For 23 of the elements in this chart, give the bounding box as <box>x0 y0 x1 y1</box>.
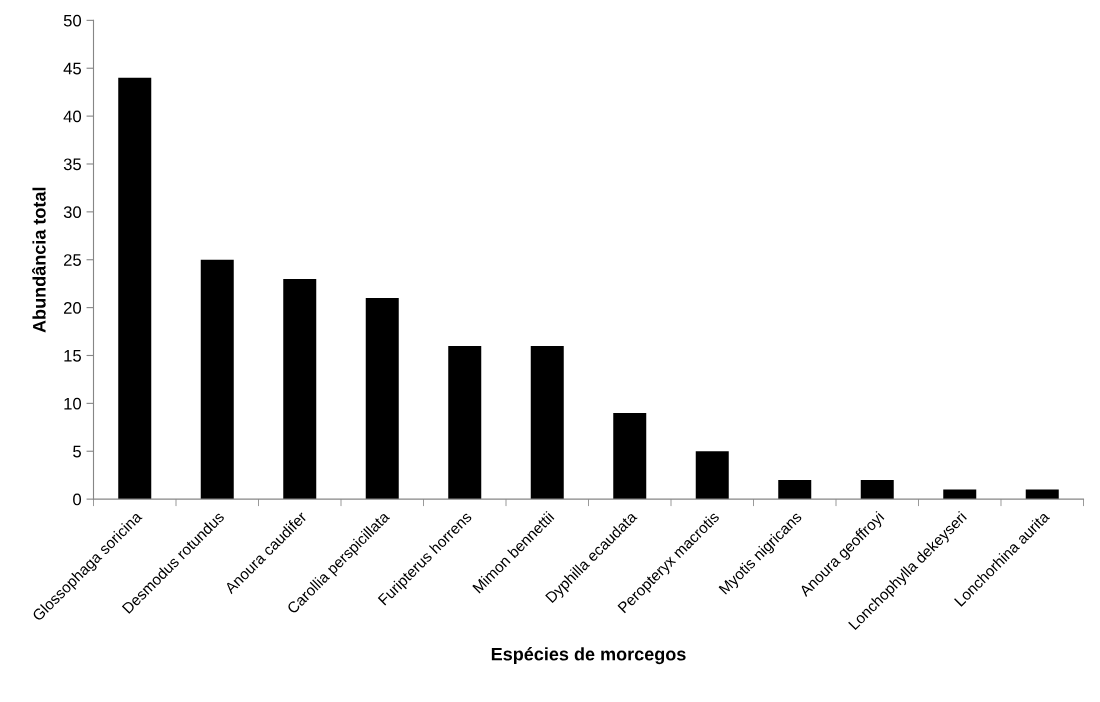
x-axis-title: Espécies de morcegos <box>491 647 686 665</box>
bar <box>778 479 812 500</box>
y-tick-label: 40 <box>63 110 82 123</box>
y-tick-label: 35 <box>63 158 81 171</box>
y-tick-label: 20 <box>64 302 82 314</box>
bar <box>365 298 399 500</box>
bar <box>695 451 729 500</box>
y-axis-title: Abundância total <box>32 187 46 333</box>
bar <box>118 77 152 500</box>
bar <box>860 479 894 500</box>
bar <box>448 345 482 500</box>
y-tick-label: 30 <box>63 206 82 219</box>
y-tick-label: 45 <box>63 62 81 75</box>
y-tick-label: 50 <box>63 14 82 27</box>
bar <box>200 259 234 500</box>
bar <box>613 412 647 500</box>
y-tick-label: 10 <box>64 397 82 410</box>
y-tick-label: 25 <box>64 254 81 266</box>
y-tick-label: 0 <box>73 493 82 506</box>
y-tick-label: 5 <box>73 445 81 458</box>
y-tick-label: 15 <box>64 350 81 362</box>
bar <box>530 345 564 500</box>
bar <box>283 278 317 500</box>
